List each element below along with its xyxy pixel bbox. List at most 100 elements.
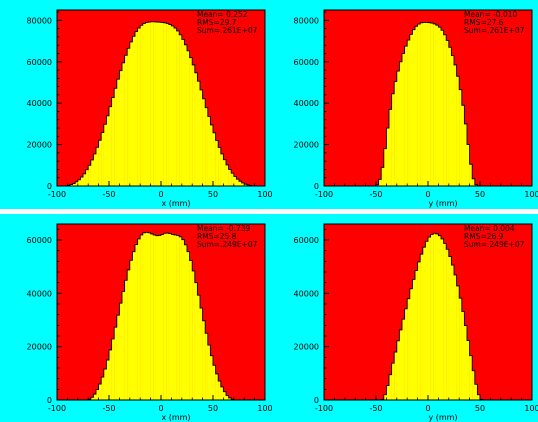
- x-tick-label: 100: [257, 190, 272, 199]
- histogram-bin: [220, 386, 224, 400]
- histogram-bin: [150, 233, 154, 400]
- histogram-bin: [119, 303, 123, 400]
- histogram-bin: [430, 23, 434, 186]
- histogram-bin: [181, 239, 185, 400]
- histogram-bin: [378, 179, 382, 186]
- histogram-bin: [461, 105, 465, 186]
- histogram-bin: [213, 365, 216, 400]
- histogram-bin: [200, 308, 203, 400]
- x-tick-label: 0: [425, 190, 430, 199]
- histogram-bin: [153, 234, 156, 400]
- histogram-bin: [456, 285, 460, 400]
- histogram-bin: [161, 234, 164, 400]
- histogram-bin: [83, 173, 86, 186]
- stat-mean: Mean= 0.004: [464, 224, 515, 233]
- histogram-bin: [446, 40, 449, 186]
- histogram-bin: [109, 106, 112, 186]
- x-tick-label: -100: [48, 404, 66, 413]
- histogram-bin: [228, 397, 232, 400]
- histogram-bin: [207, 345, 211, 400]
- histogram-bin: [184, 44, 188, 186]
- histogram-bin: [103, 369, 107, 400]
- histogram-bin: [244, 184, 247, 186]
- histogram-bin: [454, 274, 457, 400]
- histogram-bin: [451, 265, 455, 400]
- histogram-bin: [135, 31, 138, 186]
- x-tick-label: 50: [208, 190, 218, 199]
- x-tick-label: 100: [257, 404, 272, 413]
- histogram-bin: [93, 153, 97, 186]
- histogram-bin: [417, 261, 421, 400]
- histogram-bin: [422, 22, 426, 187]
- x-tick-label: 0: [425, 404, 430, 413]
- x-tick-label: -50: [102, 404, 115, 413]
- histogram-bin: [454, 64, 457, 186]
- histogram-bin: [409, 288, 413, 400]
- histogram-bin: [176, 235, 180, 400]
- histogram-bin: [425, 241, 429, 400]
- histogram-bin: [438, 235, 442, 400]
- histogram-bin: [98, 140, 102, 186]
- histogram-bin: [386, 385, 390, 400]
- histogram-bin: [402, 53, 405, 186]
- histogram-bin: [171, 25, 175, 187]
- x-tick-label: -100: [315, 404, 333, 413]
- histogram-bin: [93, 394, 97, 400]
- histogram-bin: [409, 34, 413, 187]
- histogram-bin: [223, 391, 227, 400]
- histogram-bin: [132, 36, 136, 186]
- histogram-bin: [142, 23, 146, 186]
- histogram-bin: [127, 48, 130, 187]
- histogram-bin: [394, 81, 397, 186]
- histogram-bin: [166, 23, 169, 186]
- y-tick-label: 60000: [27, 236, 52, 245]
- histogram-bin: [228, 169, 232, 186]
- stat-mean: Mean= -0.739: [197, 224, 251, 233]
- histogram-bin: [467, 340, 470, 400]
- histogram-bin: [448, 256, 452, 400]
- histogram-bin: [407, 40, 410, 186]
- histogram-bin: [197, 81, 201, 186]
- histogram-bin: [394, 352, 397, 400]
- histogram-bin: [150, 21, 154, 186]
- histogram-bin: [207, 116, 211, 186]
- x-tick-label: 100: [524, 190, 538, 199]
- histogram-bin: [189, 260, 193, 400]
- histogram-bin: [215, 140, 219, 186]
- stat-rms: RMS=26.9: [464, 232, 504, 241]
- histogram-bin: [412, 29, 416, 186]
- y-tick-label: 20000: [27, 141, 52, 150]
- histogram-bin: [241, 182, 245, 186]
- y-tick-label: 0: [314, 396, 319, 405]
- histogram-bin: [168, 233, 172, 400]
- histogram-bin: [226, 395, 229, 400]
- histogram-bin: [77, 179, 81, 186]
- stat-rms: RMS=27.6: [464, 18, 504, 27]
- histogram-bin: [404, 46, 408, 187]
- histogram-bin: [174, 28, 177, 187]
- histogram-bin: [472, 370, 475, 400]
- histogram-bin: [469, 164, 473, 186]
- histogram-bin: [192, 270, 195, 400]
- histogram-bin: [181, 39, 185, 187]
- histogram-bin: [137, 28, 141, 187]
- histogram-bin: [399, 61, 403, 186]
- histogram-bin: [158, 22, 162, 186]
- histogram-bin: [435, 233, 439, 400]
- histogram-bin: [441, 30, 444, 187]
- histogram-bin: [435, 25, 439, 186]
- histogram-bin: [433, 233, 436, 400]
- histogram-bin: [218, 381, 221, 400]
- histogram-bin: [174, 234, 177, 400]
- histogram-bin: [425, 22, 429, 187]
- histogram-bin: [210, 124, 214, 186]
- histogram-bin: [467, 144, 470, 186]
- histogram-bin: [441, 238, 444, 400]
- histogram-bin: [163, 22, 167, 186]
- chart-y-projection-top: -100 -50 0 50 100 0 20000 40000 60000 80000 y (mm)…: [294, 9, 538, 208]
- histogram-bin: [200, 89, 203, 186]
- x-tick-label: 100: [524, 404, 538, 413]
- stat-sum: Sum=.249E+07: [197, 240, 258, 249]
- x-tick-label: 50: [475, 404, 485, 413]
